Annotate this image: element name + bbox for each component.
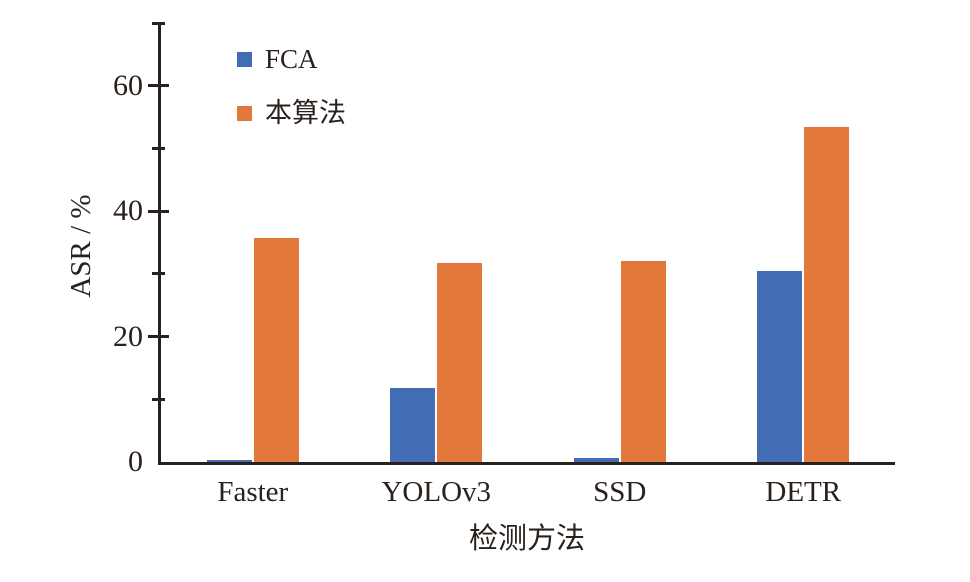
x-axis-category-label: DETR — [765, 476, 842, 508]
bar-FCA-SSD — [573, 458, 619, 462]
y-axis-title: ASR / % — [65, 194, 97, 298]
x-axis-title: 检测方法 — [468, 523, 585, 555]
y-axis-major-tick — [148, 335, 169, 339]
y-axis-minor-tick — [152, 147, 165, 151]
legend-item-fca: FCA — [237, 42, 346, 76]
y-axis-tick-label: 20 — [113, 319, 143, 353]
y-axis-minor-tick — [152, 272, 165, 276]
legend-label-fca: FCA — [265, 44, 318, 74]
bar-本算法-Faster — [253, 237, 299, 462]
x-axis-category-label: YOLOv3 — [381, 476, 492, 508]
legend: FCA 本算法 — [237, 42, 346, 150]
y-axis-tick-label: 0 — [128, 445, 143, 478]
x-axis-category-label: SSD — [593, 476, 647, 508]
legend-swatch-ours — [237, 105, 252, 121]
y-axis-minor-tick — [152, 21, 165, 25]
y-axis-major-tick — [148, 209, 169, 213]
legend-label-ours: 本算法 — [265, 98, 346, 128]
y-axis-major-tick — [148, 84, 169, 88]
plot-area: 0 20 40 60 Faster YOLOv3 SSD DETR — [113, 21, 895, 508]
x-axis-category-label: Faster — [217, 476, 289, 508]
legend-swatch-fca — [237, 51, 252, 67]
y-axis-tick-label: 60 — [113, 68, 143, 102]
bar-本算法-DETR — [804, 127, 850, 462]
bar-FCA-DETR — [757, 271, 803, 462]
bar-本算法-YOLOv3 — [437, 263, 483, 462]
y-axis-minor-tick — [152, 397, 165, 401]
bar-FCA-Faster — [206, 460, 252, 462]
bar-本算法-SSD — [620, 261, 666, 462]
y-axis-tick-label: 40 — [113, 194, 143, 228]
legend-item-ours: 本算法 — [237, 96, 346, 130]
bar-FCA-YOLOv3 — [390, 388, 436, 462]
